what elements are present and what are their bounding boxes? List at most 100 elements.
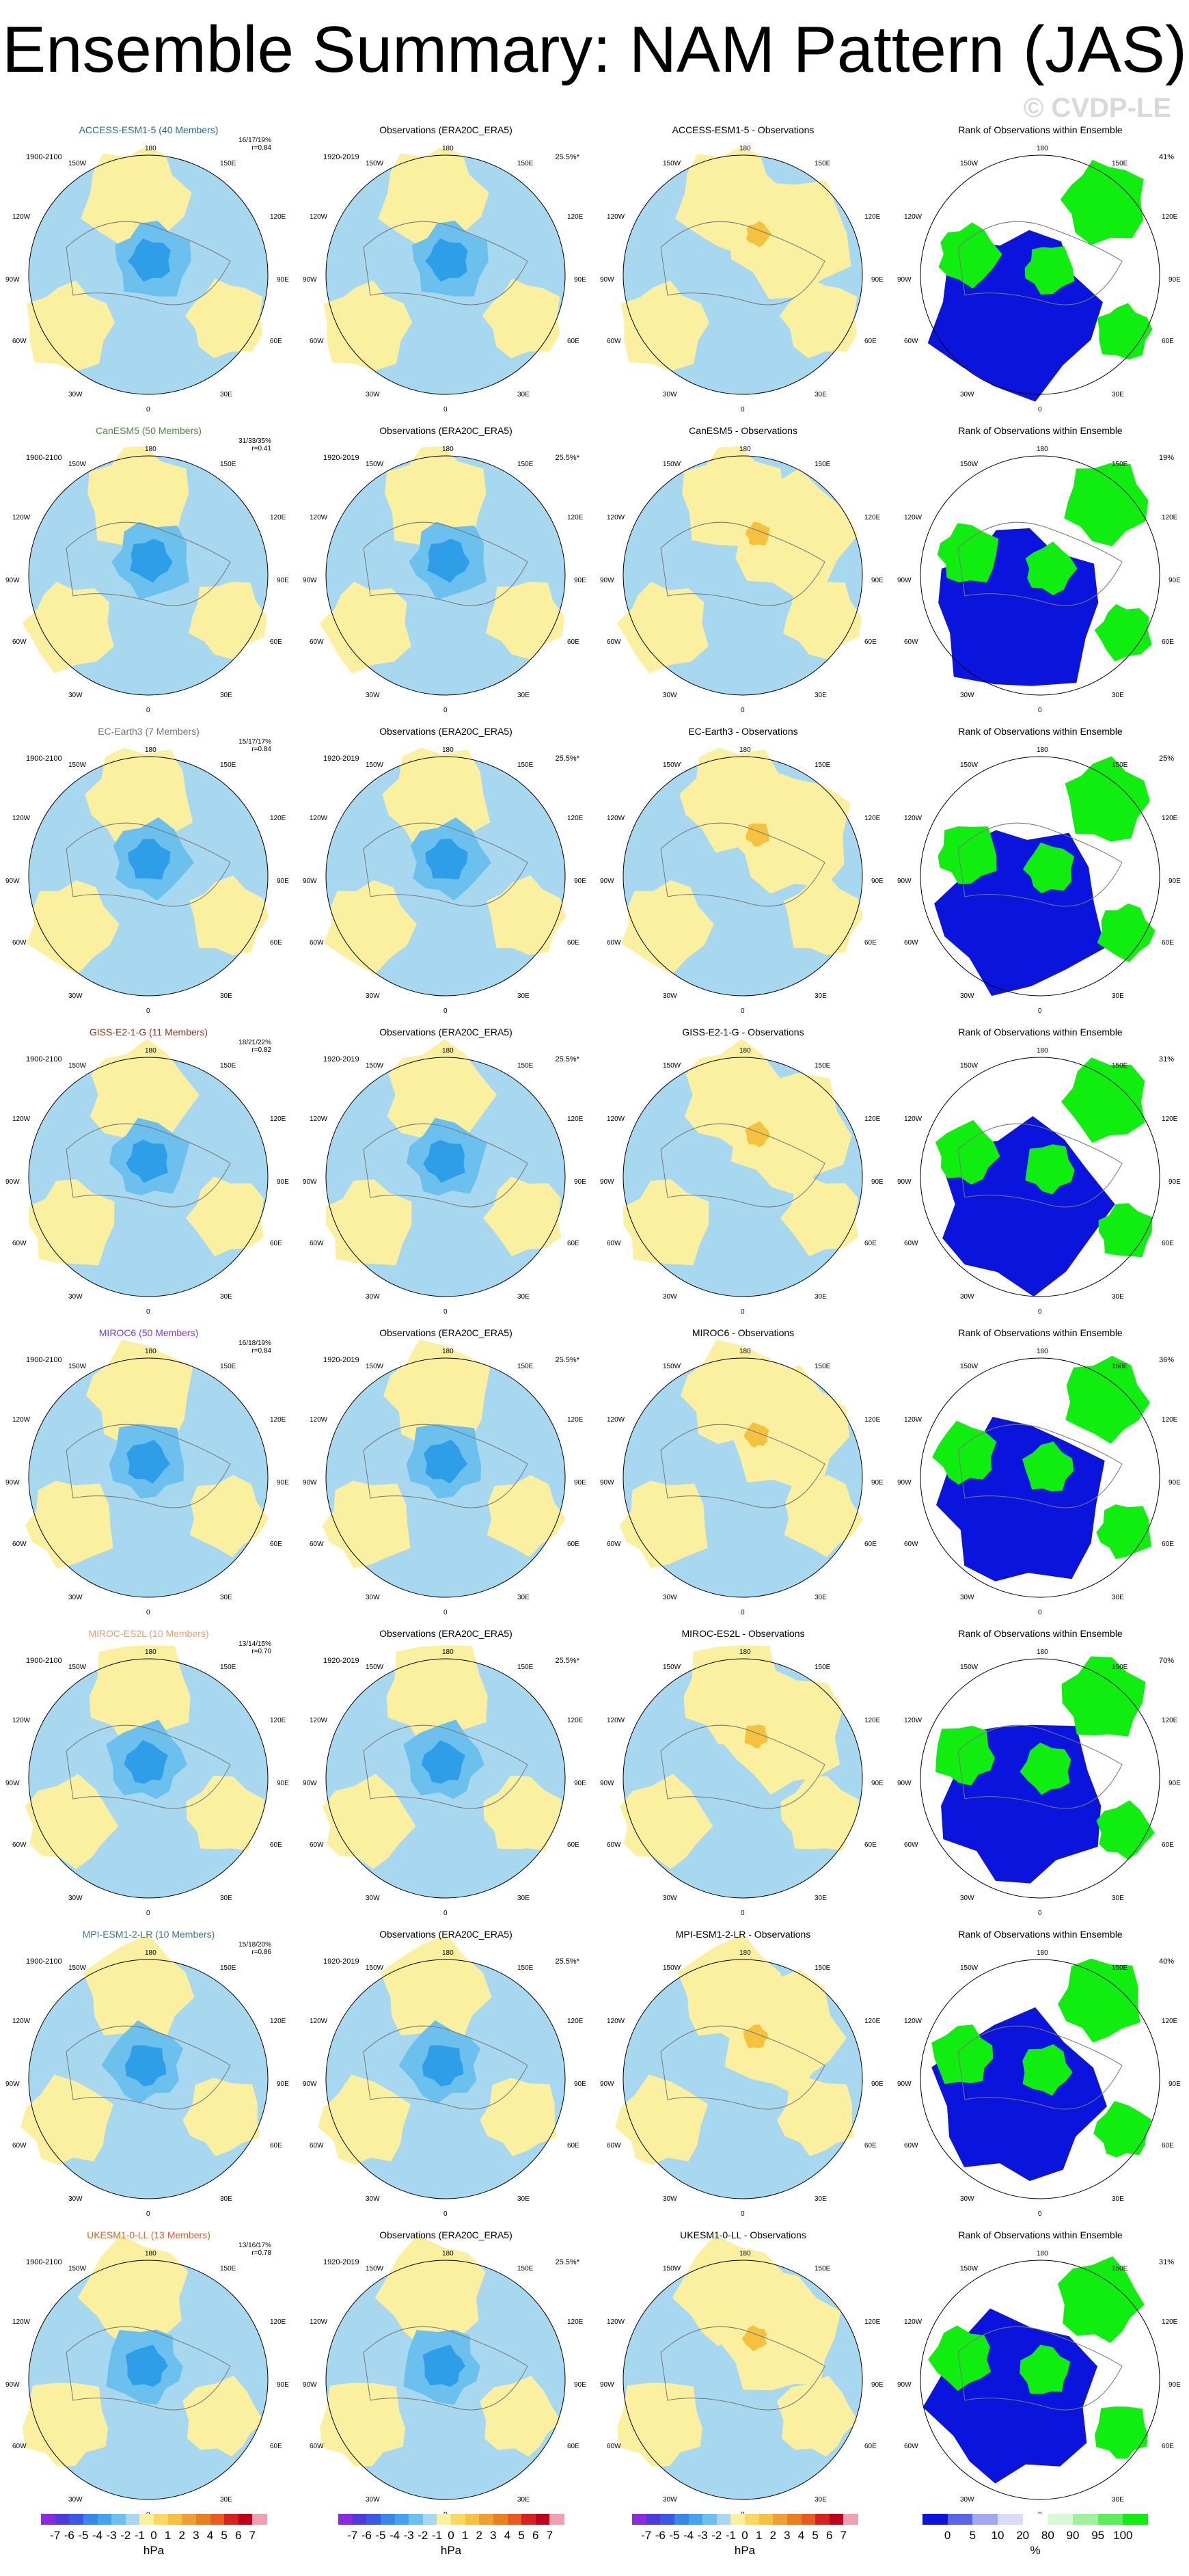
colorbar-swatch	[479, 2514, 494, 2525]
longitude-label: 120W	[904, 1416, 922, 1424]
longitude-label: 120W	[607, 815, 625, 822]
coastline	[660, 1724, 825, 1809]
longitude-label: 30E	[1112, 1594, 1124, 1601]
longitude-label: 150E	[517, 761, 534, 769]
longitude-label: 60W	[904, 1240, 918, 1247]
colorbar-tick: 2	[769, 2529, 776, 2542]
longitude-label: 180	[1037, 746, 1048, 754]
longitude-label: 60E	[864, 2142, 877, 2150]
obs-period: 1920-2019	[323, 1356, 359, 1364]
longitude-label: 30W	[366, 1594, 380, 1601]
coastline	[66, 822, 231, 907]
colorbar-tick: -3	[697, 2529, 708, 2542]
coastline	[660, 221, 825, 306]
obs-period: 1920-2019	[323, 1957, 359, 1966]
watermark: © CVDP-LE	[1023, 93, 1171, 123]
colorbar-swatch	[97, 2514, 112, 2525]
longitude-label: 90W	[600, 1780, 614, 1787]
positive-region	[20, 2074, 114, 2165]
longitude-label: 150E	[815, 761, 831, 769]
map-border	[623, 1959, 863, 2199]
longitude-label: 150E	[517, 1664, 534, 1671]
longitude-label: 30E	[517, 1293, 530, 1301]
map-border	[920, 1357, 1160, 1598]
panel-model-row-4: 180 150W 150E 120W 120E 90W 90E 60W 60E 30W 30E 0 MI…	[0, 1327, 297, 1628]
longitude-label: 150W	[366, 1664, 384, 1671]
longitude-label: 180	[739, 1047, 751, 1055]
polar-map	[320, 2235, 566, 2500]
longitude-label: 150W	[960, 1363, 979, 1370]
longitude-label: 120W	[607, 514, 625, 521]
pattern-correlation: r=0.78	[251, 2249, 271, 2257]
map-border	[920, 756, 1160, 996]
negative-core	[425, 839, 468, 880]
positive-region	[621, 280, 710, 371]
coastline	[66, 521, 231, 606]
positive-region	[28, 1179, 115, 1266]
longitude-label: 150E	[1112, 1964, 1128, 1972]
colorbar-tick: -7	[641, 2529, 652, 2542]
polar-map	[920, 455, 1160, 696]
colorbar-tick: 3	[490, 2529, 497, 2542]
colorbar-tick: 7	[840, 2529, 847, 2542]
longitude-label: 90W	[5, 577, 20, 584]
longitude-label: 30E	[815, 992, 827, 1000]
longitude-label: 150E	[517, 1964, 534, 1972]
diff-title: UKESM1-0-LL - Observations	[680, 2229, 806, 2240]
colorbar-tick: -5	[375, 2529, 386, 2542]
longitude-label: 30E	[517, 1895, 530, 1902]
longitude-label: 150W	[960, 461, 979, 468]
colorbar-swatch	[674, 2514, 689, 2525]
colorbar-swatch	[352, 2514, 367, 2525]
longitude-label: 120E	[270, 1717, 286, 1724]
longitude-label: 60E	[864, 1541, 877, 1548]
pattern-correlation: r=0.41	[251, 445, 271, 452]
positive-region	[718, 1666, 843, 1795]
positive-region	[730, 1072, 852, 1195]
longitude-label: 150E	[517, 461, 534, 468]
panel-obs-row-1: 180 150W 150E 120W 120E 90W 90E 60W 60E 30W 30E 0 Ob…	[297, 425, 594, 726]
longitude-label: 30E	[517, 692, 530, 699]
longitude-label: 120W	[12, 213, 31, 221]
model-title: MIROC6 (50 Members)	[98, 1327, 199, 1338]
longitude-label: 60W	[12, 939, 27, 947]
longitude-label: 90W	[897, 2080, 912, 2088]
longitude-label: 30W	[366, 2496, 380, 2504]
rank-green-region	[938, 222, 1002, 289]
rank-green-region	[1096, 1800, 1155, 1860]
longitude-label: 30W	[960, 391, 974, 398]
longitude-label: 0	[741, 2210, 745, 2218]
negative-core	[128, 839, 171, 880]
map-border	[623, 1658, 863, 1899]
longitude-label: 90W	[897, 1178, 912, 1186]
colorbar-swatch	[238, 2514, 253, 2525]
positive-region	[184, 278, 263, 358]
polar-map	[20, 1934, 269, 2199]
longitude-label: 180	[145, 446, 156, 453]
longitude-label: 30W	[663, 992, 677, 1000]
longitude-label: 180	[442, 145, 454, 152]
longitude-label: 150W	[68, 461, 87, 468]
colorbar-swatch	[252, 2514, 267, 2525]
positive-core	[744, 1724, 769, 1749]
longitude-label: 90E	[277, 878, 289, 885]
longitude-label: 120E	[567, 2018, 584, 2025]
longitude-label: 90E	[871, 577, 884, 584]
colorbar-tick: 95	[1091, 2529, 1105, 2542]
longitude-label: 30E	[220, 1895, 232, 1902]
longitude-label: 30W	[663, 2195, 677, 2203]
longitude-label: 60W	[310, 1541, 324, 1548]
positive-region	[318, 2074, 411, 2165]
colorbar-swatch	[465, 2514, 480, 2525]
longitude-label: 180	[145, 1348, 156, 1355]
negative-core	[126, 1139, 168, 1183]
coastline	[660, 1123, 825, 1208]
rank-title: Rank of Observations within Ensemble	[958, 2229, 1123, 2240]
positive-region	[322, 1480, 411, 1569]
positive-region	[323, 1774, 416, 1869]
longitude-label: 0	[741, 1609, 745, 1616]
longitude-label: 30W	[663, 391, 677, 398]
longitude-label: 90W	[5, 2381, 20, 2389]
negative-core	[124, 1740, 168, 1784]
coastline	[660, 2025, 825, 2110]
